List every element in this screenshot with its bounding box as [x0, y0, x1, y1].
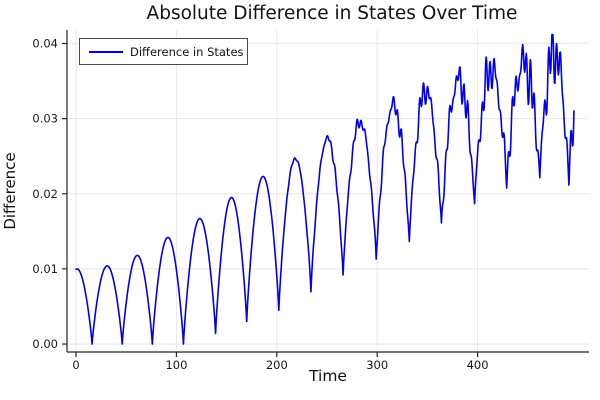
chart-title: Absolute Difference in States Over Time — [146, 3, 518, 24]
legend-line-sample — [89, 50, 123, 53]
y-axis-label: Difference — [1, 152, 19, 230]
y-tick-label: 0.03 — [32, 112, 58, 126]
series-line-difference-in-states — [75, 33, 575, 345]
x-tick-label: 100 — [165, 358, 187, 372]
legend: Difference in States — [79, 38, 248, 65]
legend-label: Difference in States — [130, 44, 244, 59]
y-tick-label: 0.02 — [32, 187, 58, 201]
y-tick-label: 0.00 — [32, 337, 58, 351]
x-tick-label: 300 — [366, 358, 388, 372]
y-tick-label: 0.01 — [32, 262, 58, 276]
x-tick-label: 200 — [266, 358, 288, 372]
x-axis-label: Time — [309, 367, 347, 385]
x-tick-label: 0 — [72, 358, 79, 372]
x-tick-label: 400 — [467, 358, 489, 372]
y-tick-label: 0.04 — [32, 37, 58, 51]
